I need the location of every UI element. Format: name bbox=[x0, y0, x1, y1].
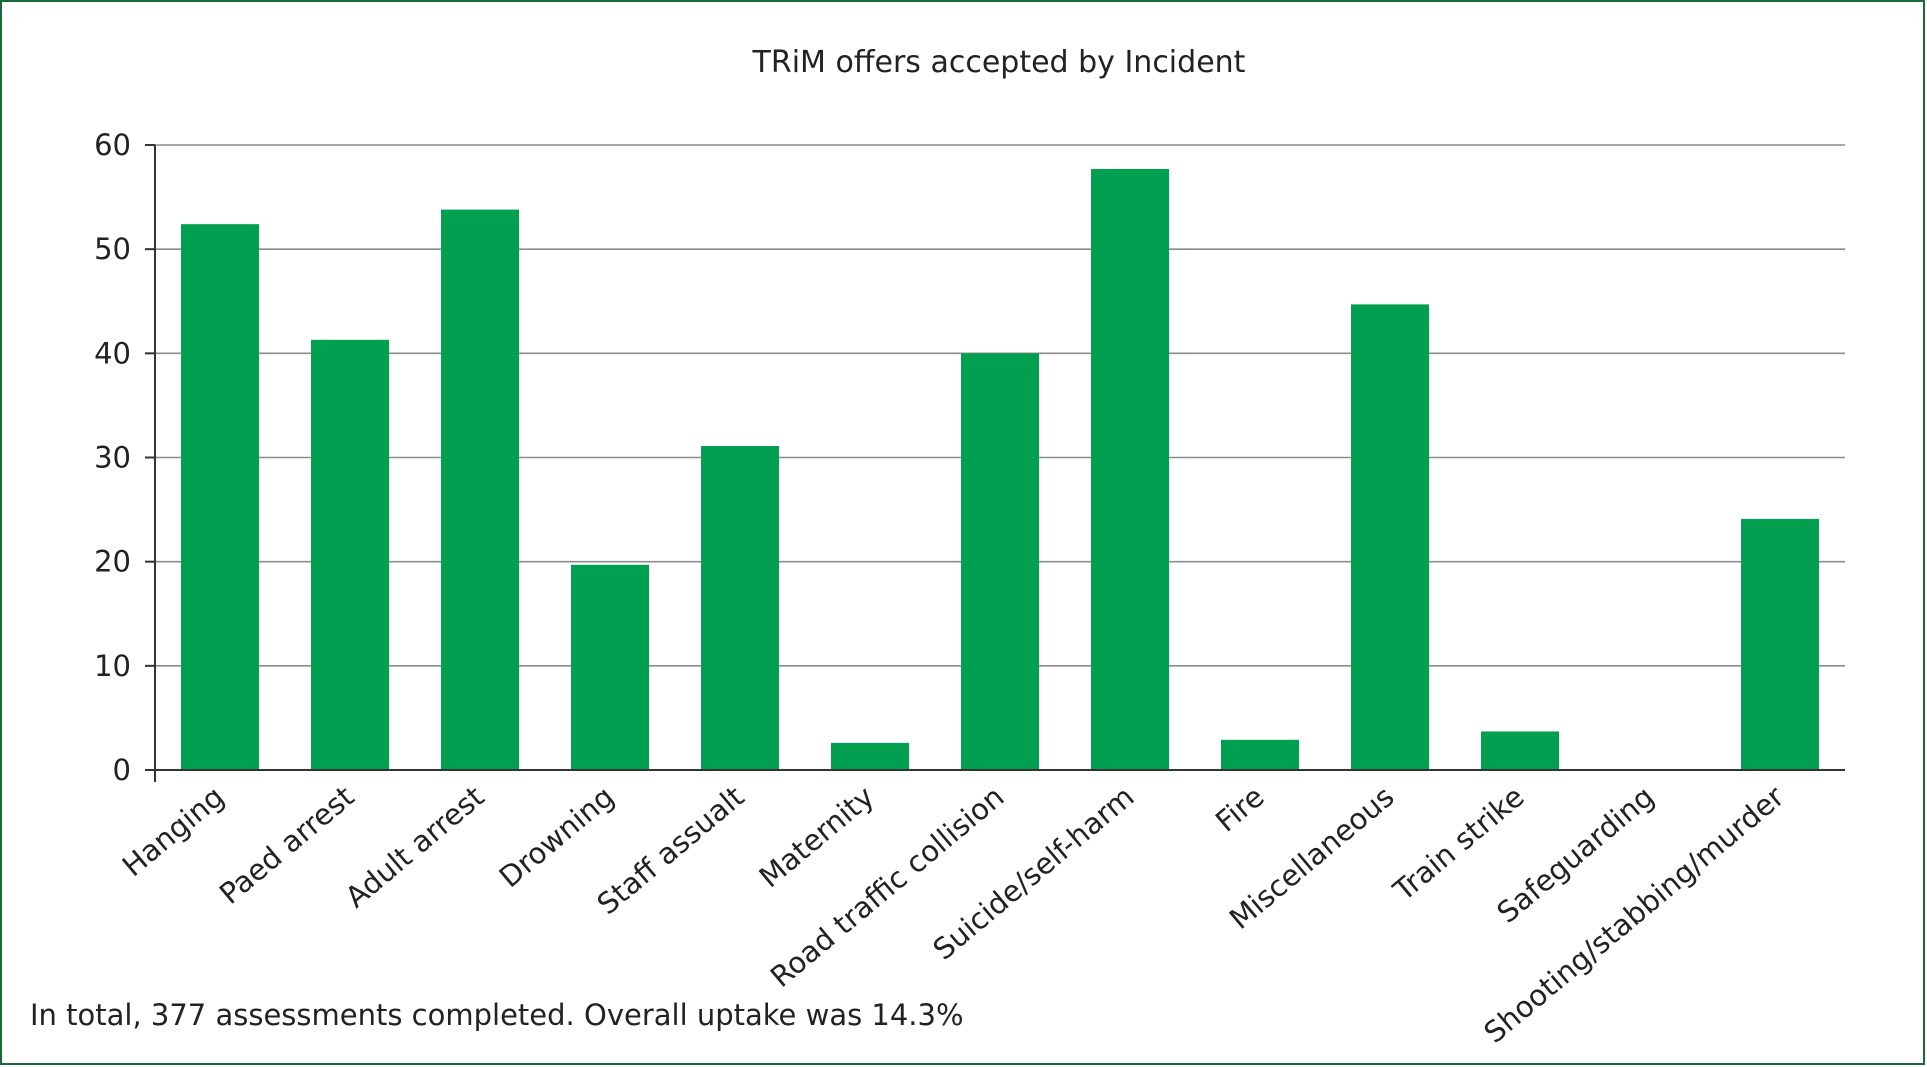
bar bbox=[1351, 304, 1429, 770]
bar bbox=[311, 339, 389, 770]
bar bbox=[701, 446, 779, 770]
bar bbox=[1221, 739, 1299, 770]
y-tick-label: 10 bbox=[94, 649, 131, 683]
bar bbox=[1091, 168, 1169, 771]
bar bbox=[571, 564, 649, 770]
bar bbox=[831, 742, 909, 770]
bar bbox=[441, 209, 519, 771]
x-tick-label: Drowning bbox=[493, 779, 621, 894]
axes bbox=[145, 144, 1845, 782]
gridlines bbox=[155, 144, 1845, 667]
bars bbox=[181, 168, 1819, 771]
x-tick-label: Hanging bbox=[116, 779, 231, 883]
y-tick-label: 40 bbox=[94, 336, 131, 370]
y-tick-label: 20 bbox=[94, 545, 131, 579]
bar bbox=[961, 353, 1039, 770]
y-tick-label: 50 bbox=[94, 232, 131, 266]
x-tick-label: Road traffic collision bbox=[764, 779, 1011, 994]
bar bbox=[1741, 518, 1819, 770]
x-tick-label: Paed arrest bbox=[213, 779, 361, 911]
bar bbox=[181, 224, 259, 770]
x-tick-label: Maternity bbox=[753, 779, 881, 894]
y-tick-label: 0 bbox=[113, 753, 131, 787]
x-tick-label: Adult arrest bbox=[339, 779, 491, 914]
x-tick-label: Fire bbox=[1209, 779, 1271, 838]
y-tick-label: 60 bbox=[94, 128, 131, 162]
bar bbox=[1481, 731, 1559, 770]
footnote: In total, 377 assessments completed. Ove… bbox=[30, 998, 964, 1032]
chart-title: TRiM offers accepted by Incident bbox=[752, 45, 1246, 80]
y-tick-label: 30 bbox=[94, 441, 131, 475]
